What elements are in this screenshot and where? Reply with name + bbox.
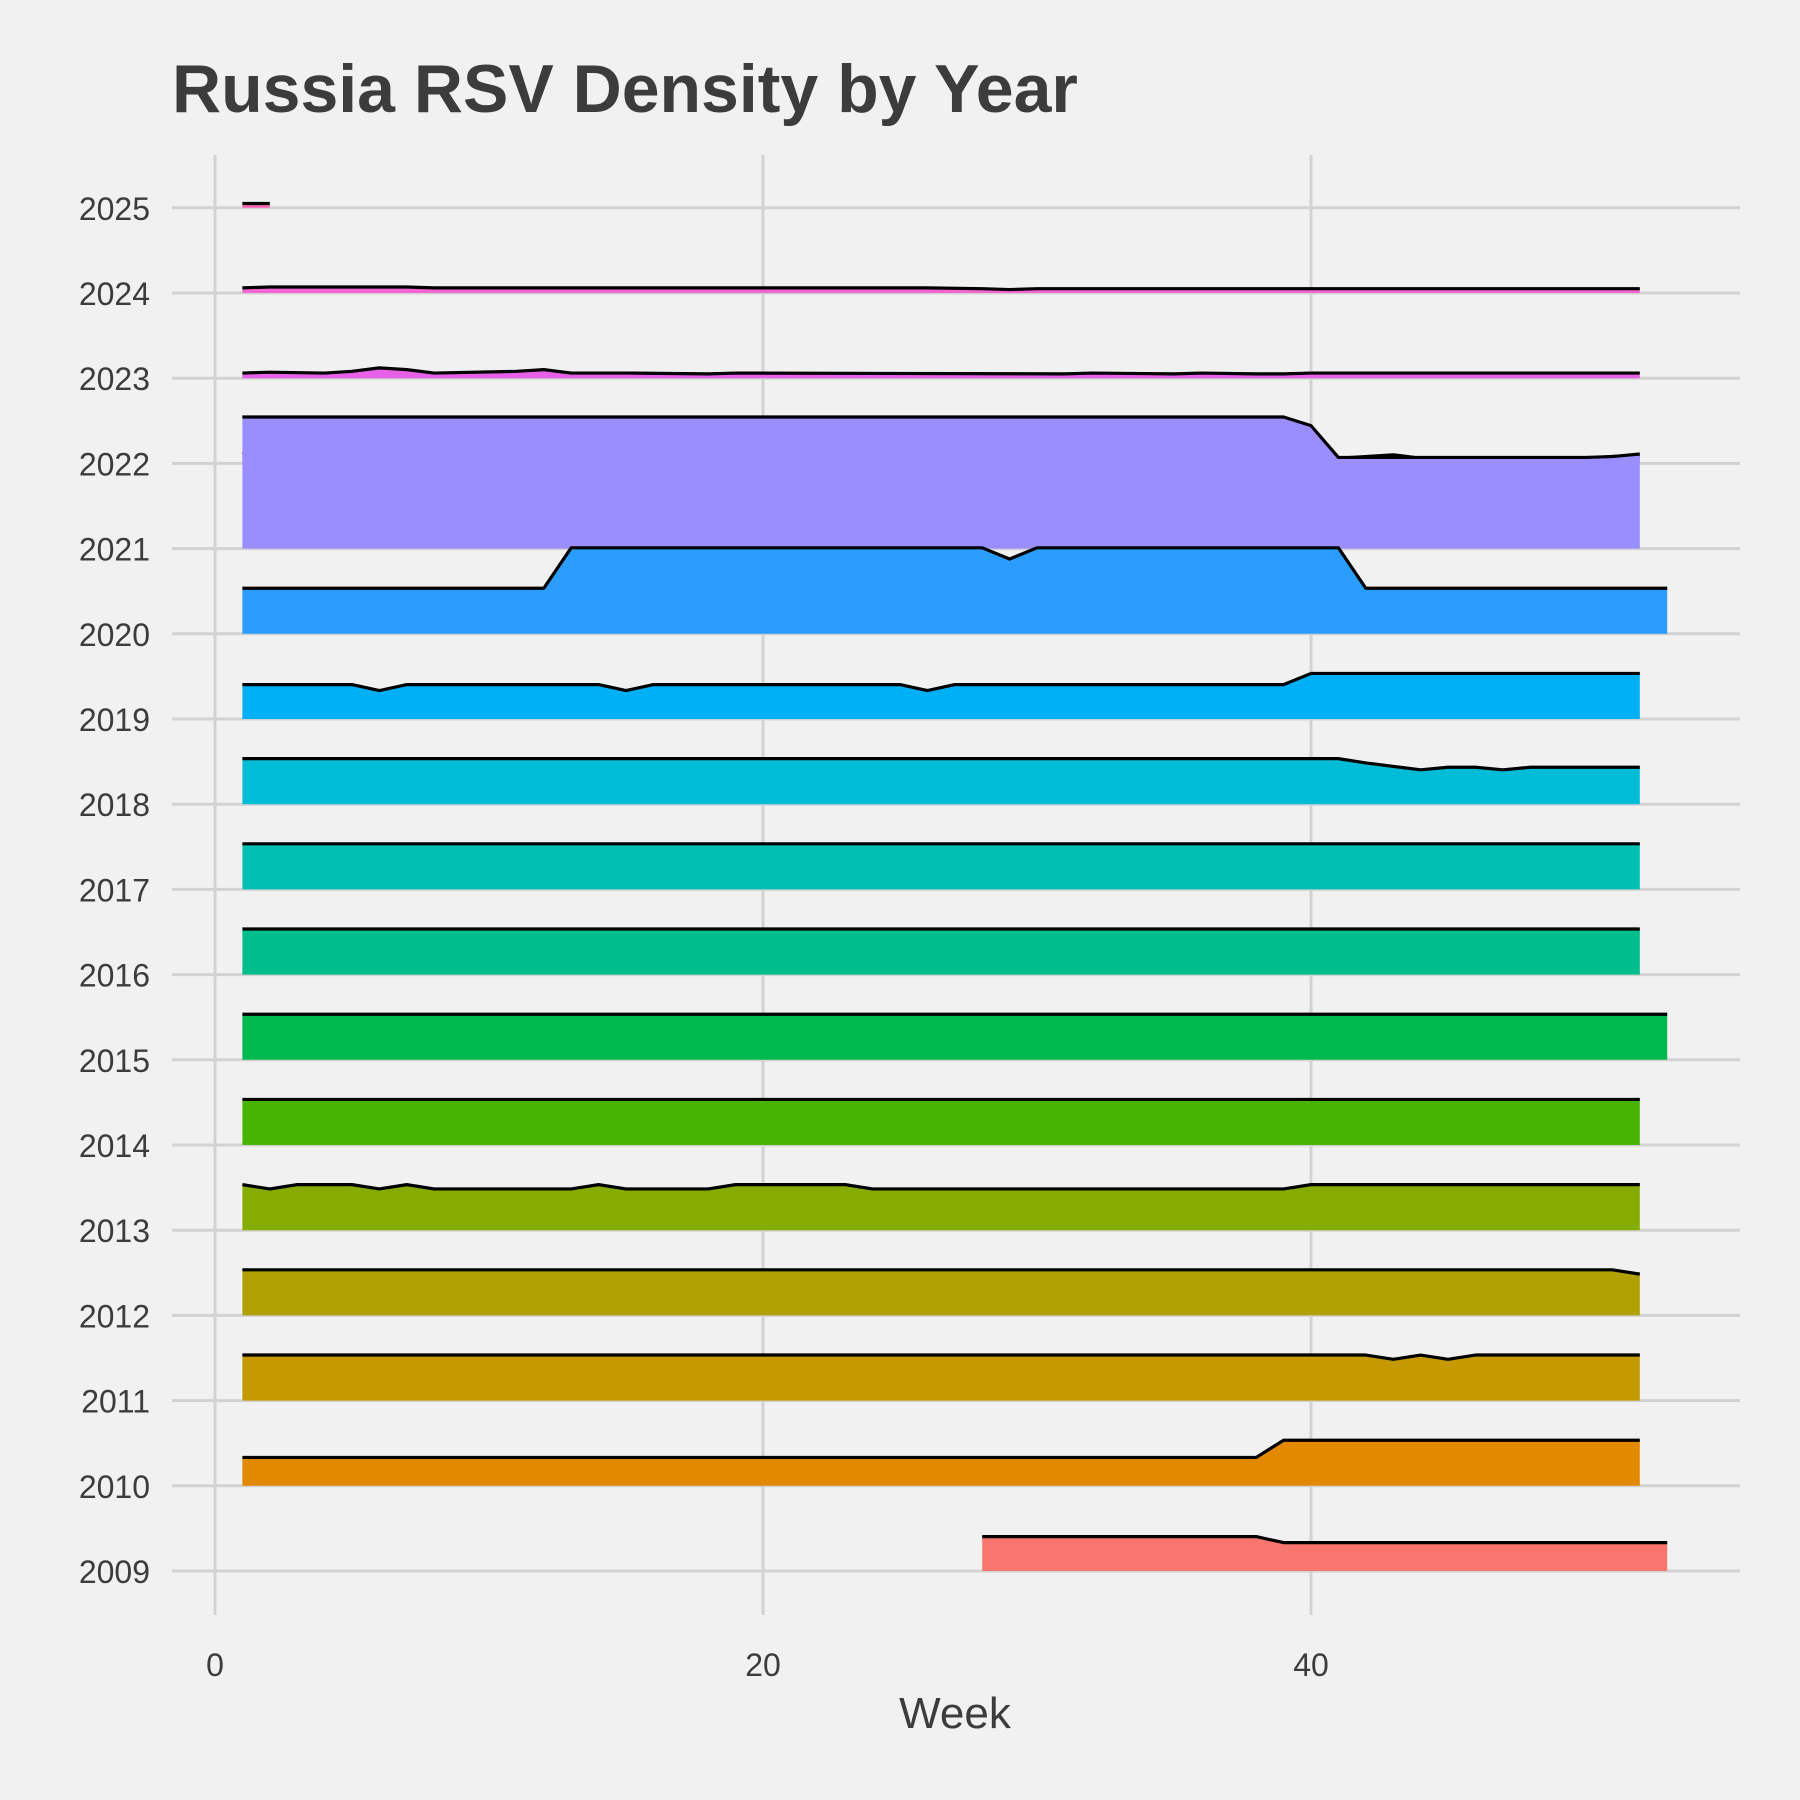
ridge-area-2016 [242, 929, 1640, 975]
ridge-2013 [242, 1183, 1640, 1231]
ridge-2016 [242, 927, 1640, 975]
ridge-2020 [242, 546, 1668, 634]
y-tick-label: 2009 [79, 1554, 150, 1590]
ridge-line-2024 [242, 285, 1640, 292]
ridge-line-2012 [242, 1268, 1641, 1276]
y-tick-label: 2015 [79, 1043, 150, 1079]
y-tick-label: 2020 [79, 617, 150, 653]
ridge-2023 [242, 366, 1640, 379]
y-tick-label: 2011 [81, 1384, 150, 1420]
y-tick-label: 2018 [79, 787, 150, 823]
ridge-area-2018 [242, 758, 1640, 805]
ridge-2018 [242, 757, 1640, 805]
ridge-2014 [242, 1097, 1640, 1145]
ridge-area-2009 [982, 1536, 1668, 1571]
y-tick-label: 2021 [79, 532, 150, 568]
tick-labels: 0 20 40 2009 2010 2011 2012 2013 2014 2015 2016 201… [79, 191, 1329, 1683]
y-tick-label: 2016 [79, 958, 150, 994]
ridge-area-2019 [242, 673, 1640, 719]
ridge-line-2018 [242, 757, 1640, 772]
ridge-line-2011 [242, 1353, 1640, 1361]
y-tick-label: 2012 [79, 1298, 150, 1334]
ridge-2010 [242, 1438, 1640, 1486]
ridge-area-2017 [242, 843, 1640, 890]
ridge-area-2020 [242, 547, 1668, 634]
y-tick-label: 2025 [79, 191, 150, 227]
x-tick-label: 40 [1293, 1647, 1329, 1683]
y-tick-label: 2022 [79, 446, 150, 482]
ridge-area-2021 [242, 417, 1640, 549]
ridge-2021 [242, 415, 1640, 549]
ridge-line-2013 [242, 1183, 1640, 1191]
ridge-area-2010 [242, 1440, 1640, 1486]
ridge-line-2010 [242, 1438, 1640, 1460]
ridge-line-2021 [242, 415, 1640, 460]
ridge-area-2011 [242, 1355, 1640, 1401]
y-tick-label: 2023 [79, 361, 150, 397]
ridge-line-2019 [242, 671, 1640, 693]
ridge-area-2014 [242, 1099, 1640, 1145]
x-tick-label: 20 [745, 1647, 781, 1683]
ridge-area-2012 [242, 1269, 1640, 1316]
y-tick-label: 2017 [79, 872, 150, 908]
ridge-2012 [242, 1268, 1641, 1316]
y-tick-label: 2013 [79, 1213, 150, 1249]
y-tick-label: 2010 [79, 1469, 150, 1505]
ridge-area-2015 [242, 1014, 1668, 1060]
y-tick-label: 2014 [79, 1128, 150, 1164]
ridge-line-2009 [982, 1535, 1668, 1545]
x-axis-title: Week [899, 1689, 1012, 1738]
ridge-line-2023 [242, 366, 1640, 376]
ridge-2015 [242, 1012, 1668, 1060]
ridge-layer [242, 201, 1668, 1571]
chart-title: Russia RSV Density by Year [172, 51, 1078, 127]
ridge-area-2013 [242, 1184, 1640, 1231]
ridge-2024 [242, 285, 1640, 293]
x-tick-label: 0 [206, 1647, 224, 1683]
ridge-2025 [242, 201, 270, 208]
ridge-2009 [982, 1535, 1668, 1571]
y-tick-label: 2024 [79, 276, 150, 312]
ridge-line-2020 [242, 546, 1668, 590]
ridge-area-2023 [242, 367, 1640, 379]
ridge-2017 [242, 842, 1640, 890]
ridge-2011 [242, 1353, 1640, 1401]
ridge-2019 [242, 671, 1640, 719]
y-tick-label: 2019 [79, 702, 150, 738]
